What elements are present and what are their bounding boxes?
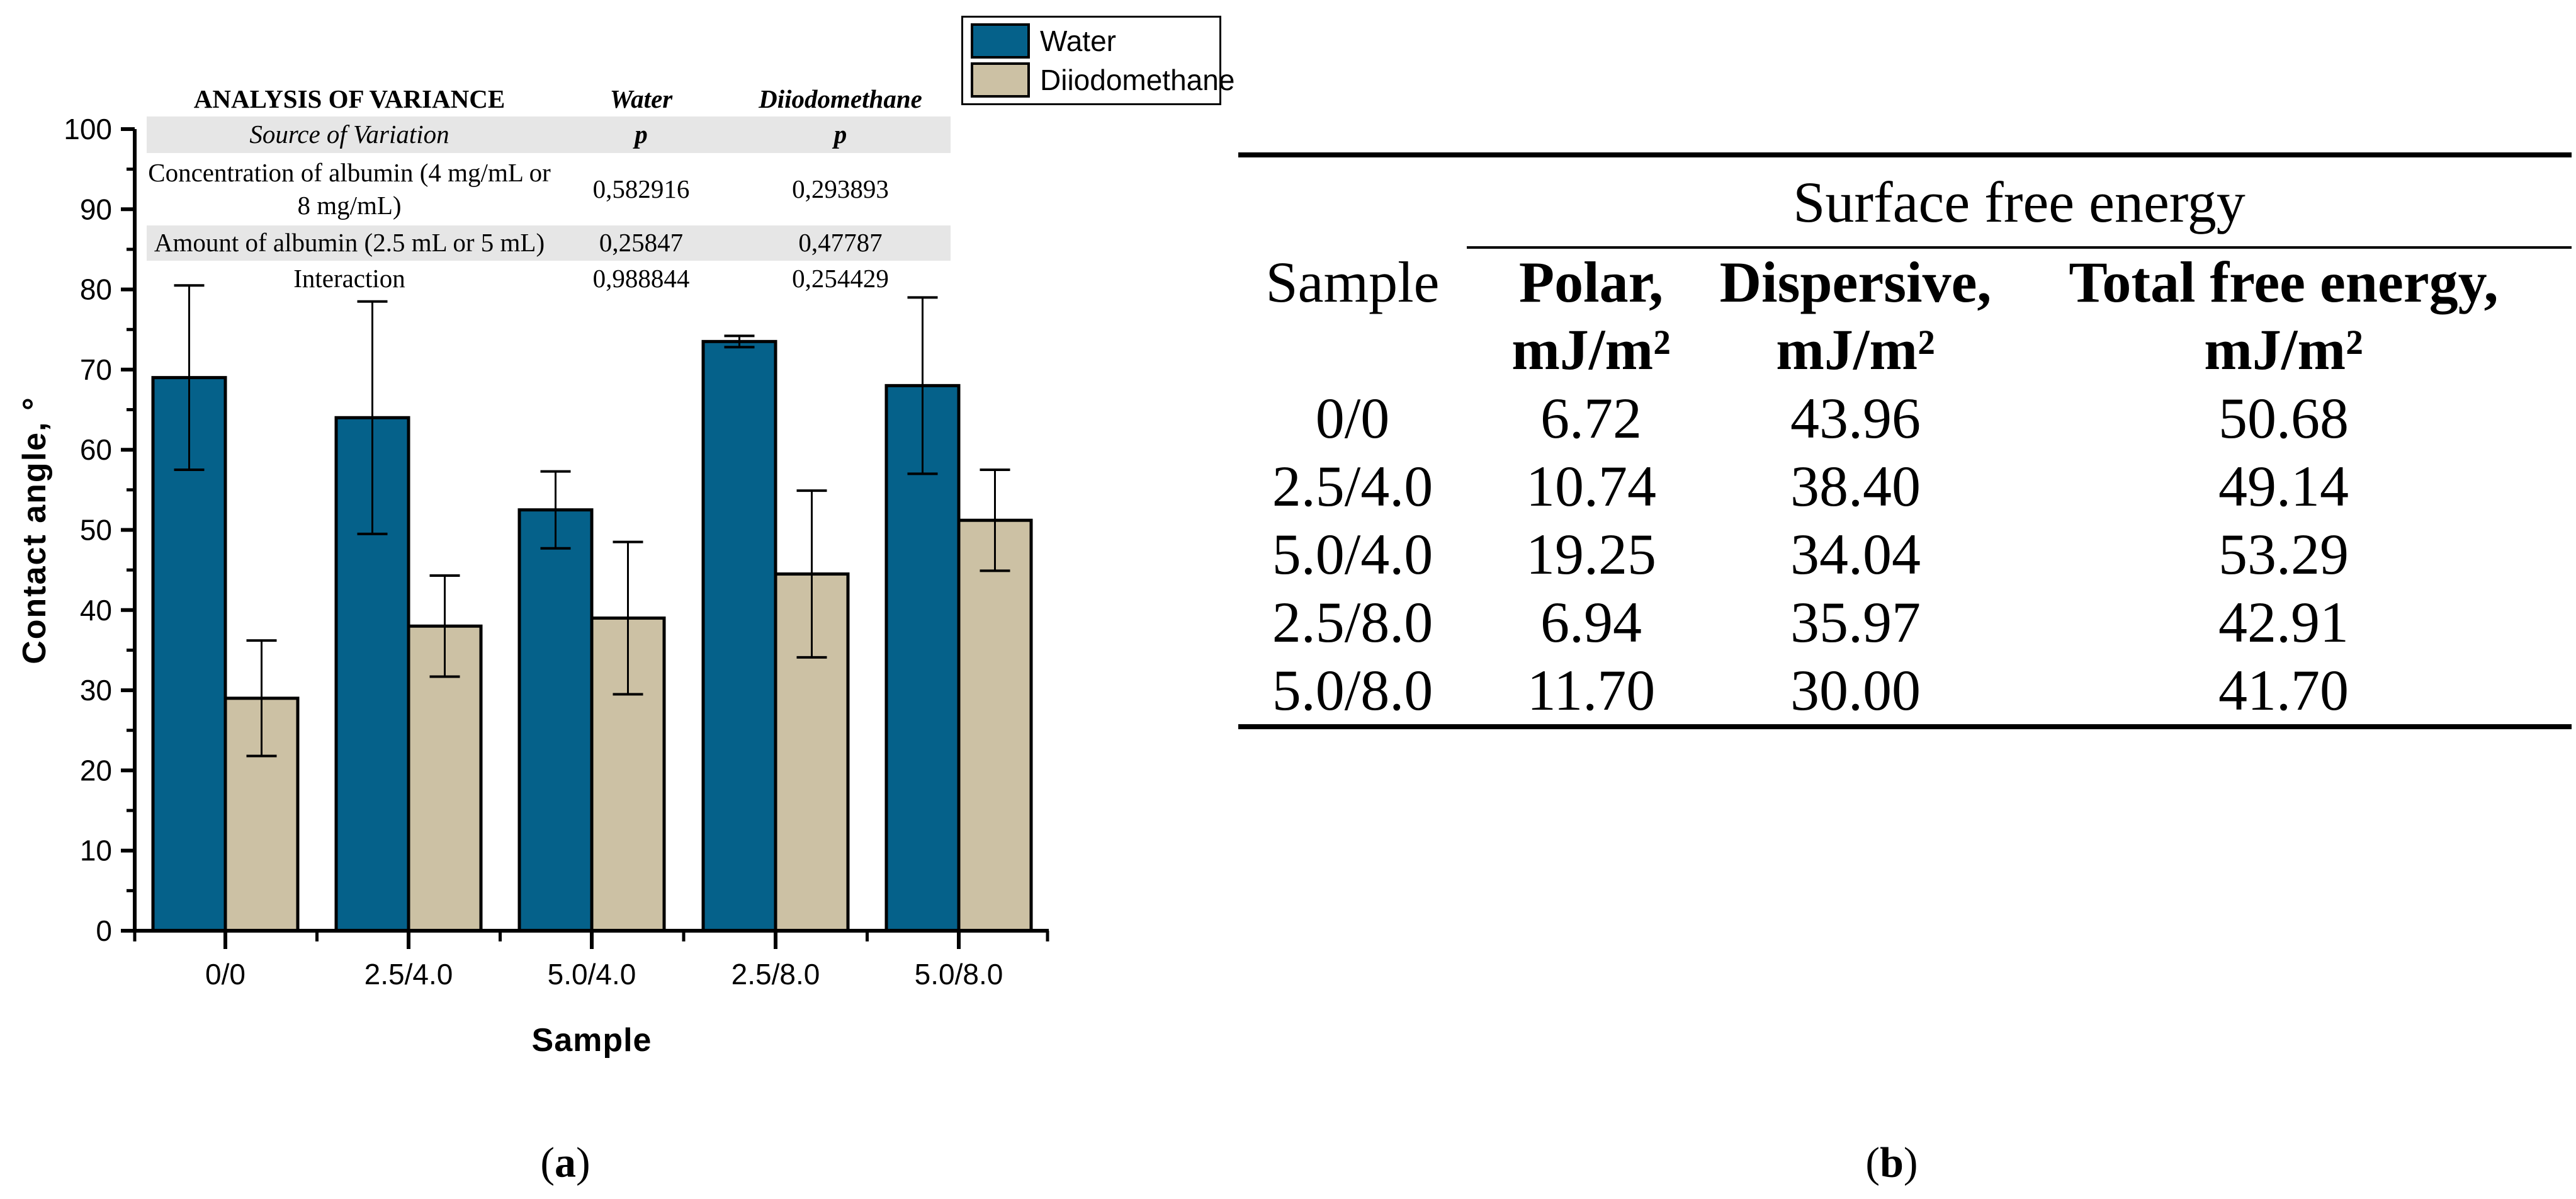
anova-p-value: 0,254429: [792, 264, 889, 293]
col-header-dispersive: Dispersive,: [1719, 249, 1992, 314]
caption-paren: (: [1865, 1138, 1880, 1186]
cell-total: 53.29: [2218, 522, 2349, 586]
x-tick-label-2.5/8.0: 2.5/8.0: [732, 958, 820, 991]
table-row: 2.5/8.0 6.94 35.97 42.91: [1238, 588, 2572, 656]
x-tick-label-2.5/4.0: 2.5/4.0: [364, 958, 453, 991]
legend-swatch-water: [971, 23, 1030, 59]
anova-source-row: Source of Variation p p: [147, 116, 951, 153]
bar-water-2.5/8.0: [701, 339, 777, 933]
caption-a: (a): [540, 1138, 590, 1188]
cell-dispersive: 34.04: [1790, 522, 1921, 586]
surface-free-energy-table: Surface free energy Sample Polar, Disper…: [1238, 152, 2572, 729]
cell-total: 49.14: [2218, 454, 2349, 518]
anova-col-water: Water: [609, 84, 673, 113]
anova-p-diiodomethane: p: [833, 120, 847, 149]
cell-sample: 5.0/8.0: [1272, 658, 1433, 722]
y-tick-label-60: 60: [80, 433, 112, 466]
anova-row-concentration: Concentration of albumin (4 mg/mL or 8 m…: [147, 153, 951, 225]
table-row: 5.0/8.0 11.70 30.00 41.70: [1238, 656, 2572, 724]
x-tick-label-5.0/4.0: 5.0/4.0: [548, 958, 636, 991]
x-axis-title: Sample: [531, 1022, 652, 1059]
table-corner-cell: [1238, 157, 1467, 249]
legend-swatch-diiodomethane: [971, 62, 1030, 98]
y-tick-label-80: 80: [80, 273, 112, 306]
table-group-header: Surface free energy: [1467, 157, 2572, 249]
x-tick-label-0/0: 0/0: [205, 958, 246, 991]
anova-title: ANALYSIS OF VARIANCE: [193, 84, 506, 113]
anova-header-row: ANALYSIS OF VARIANCE Water Diiodomethane: [147, 82, 951, 116]
cell-dispersive: 30.00: [1790, 658, 1921, 722]
contact-angle-bar-chart: 0 10 20 30 40 50 60 70 80 90 100 0/0 2.5/4.0 5.0/4.0 2…: [64, 113, 1049, 991]
chart-legend: Water Diiodomethane: [961, 16, 1234, 105]
bar-water-5.0/4.0: [517, 508, 594, 933]
caption-paren: ): [1903, 1138, 1918, 1186]
caption-paren: ): [576, 1138, 590, 1186]
anova-row-interaction: Interaction 0,988844 0,254429: [147, 261, 951, 297]
caption-letter: a: [555, 1138, 576, 1186]
unit-cell-empty: [1238, 315, 1467, 384]
cell-polar: 19.25: [1526, 522, 1656, 586]
cell-sample: 5.0/4.0: [1272, 522, 1433, 586]
anova-p-value: 0,988844: [592, 264, 690, 293]
legend-label-water: Water: [1040, 25, 1116, 58]
cell-total: 50.68: [2218, 386, 2349, 450]
y-tick-label-90: 90: [80, 193, 112, 225]
unit-polar: mJ/m²: [1511, 317, 1671, 382]
y-tick-label-40: 40: [80, 594, 112, 627]
cell-dispersive: 38.40: [1790, 454, 1921, 518]
cell-total: 41.70: [2218, 658, 2349, 722]
cell-polar: 10.74: [1526, 454, 1656, 518]
cell-dispersive: 43.96: [1790, 386, 1921, 450]
cell-dispersive: 35.97: [1790, 590, 1921, 654]
caption-paren: (: [540, 1138, 555, 1186]
anova-row-label: Amount of albumin (2.5 mL or 5 mL): [154, 228, 545, 258]
cell-total: 42.91: [2218, 590, 2349, 654]
table-header-row: Sample Polar, Dispersive, Total free ene…: [1238, 249, 2572, 315]
anova-row-amount: Amount of albumin (2.5 mL or 5 mL) 0,258…: [147, 225, 951, 261]
x-tick-label-5.0/8.0: 5.0/8.0: [915, 958, 1003, 991]
legend-label-diiodomethane: Diiodomethane: [1040, 63, 1235, 96]
y-tick-label-20: 20: [80, 754, 112, 787]
y-tick-label-10: 10: [80, 834, 112, 867]
table-row: 5.0/4.0 19.25 34.04 53.29: [1238, 520, 2572, 588]
anova-table: ANALYSIS OF VARIANCE Water Diiodomethane…: [147, 82, 951, 297]
unit-total: mJ/m²: [2204, 317, 2363, 382]
cell-polar: 11.70: [1527, 658, 1656, 722]
anova-row-label: Concentration of albumin (4 mg/mL or 8 m…: [148, 158, 551, 220]
cell-sample: 2.5/8.0: [1272, 590, 1433, 654]
y-tick-label-30: 30: [80, 674, 112, 707]
y-tick-label-100: 100: [64, 113, 112, 145]
cell-polar: 6.72: [1540, 386, 1642, 450]
y-axis-title: Contact angle, °: [16, 396, 53, 664]
y-tick-label-70: 70: [80, 353, 112, 386]
caption-b: (b): [1865, 1138, 1918, 1188]
cell-polar: 6.94: [1540, 590, 1642, 654]
table-unit-row: mJ/m² mJ/m² mJ/m²: [1238, 315, 2572, 384]
anova-col-diiodomethane: Diiodomethane: [759, 84, 922, 113]
col-header-sample: Sample: [1265, 249, 1440, 314]
y-tick-label-50: 50: [80, 514, 112, 547]
caption-letter: b: [1880, 1138, 1904, 1186]
table-row: 0/0 6.72 43.96 50.68: [1238, 384, 2572, 452]
anova-source-label: Source of Variation: [249, 120, 449, 149]
col-header-polar: Polar,: [1518, 249, 1664, 314]
legend-item-water: Water: [971, 23, 1219, 59]
col-header-total: Total free energy,: [2069, 249, 2499, 314]
legend-item-diiodomethane: Diiodomethane: [971, 62, 1234, 98]
cell-sample: 0/0: [1315, 386, 1390, 450]
anova-p-water: p: [635, 120, 648, 149]
table-group-header-row: Surface free energy: [1238, 157, 2572, 249]
cell-sample: 2.5/4.0: [1272, 454, 1433, 518]
unit-dispersive: mJ/m²: [1776, 317, 1935, 382]
anova-p-value: 0,25847: [599, 228, 684, 258]
bar-diiodomethane-5.0/8.0: [957, 518, 1033, 933]
anova-row-label: Interaction: [293, 264, 405, 293]
table-row: 2.5/4.0 10.74 38.40 49.14: [1238, 452, 2572, 520]
y-tick-label-0: 0: [96, 914, 112, 947]
anova-p-value: 0,582916: [592, 174, 690, 203]
anova-p-value: 0,293893: [792, 174, 889, 203]
anova-p-value: 0,47787: [798, 228, 883, 258]
